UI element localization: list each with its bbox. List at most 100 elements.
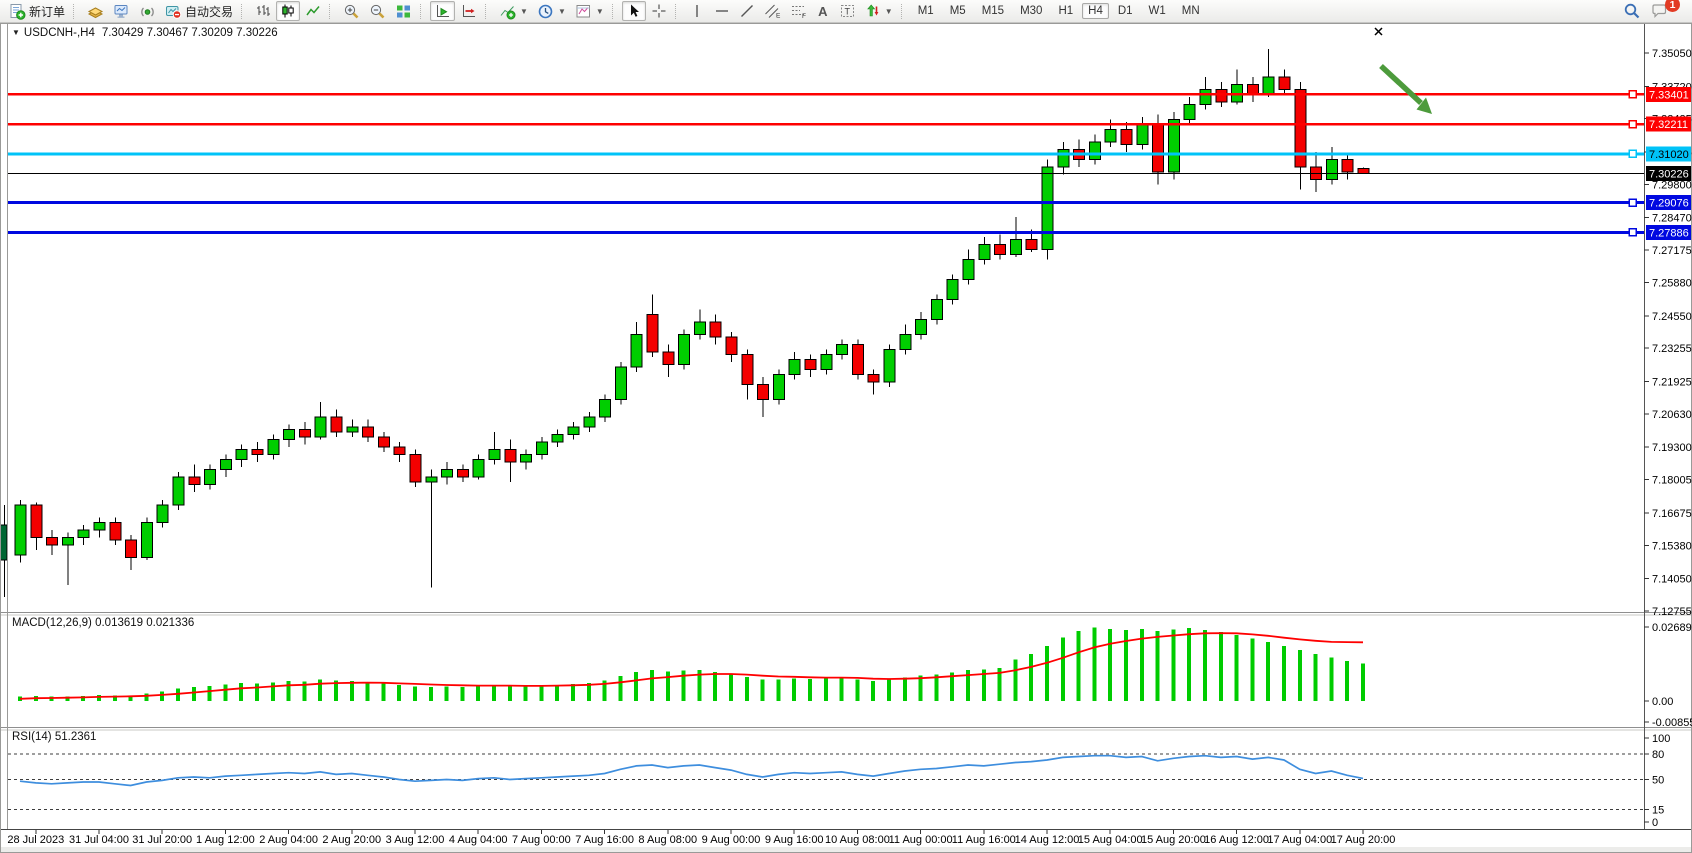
text-tool-icon[interactable]: A [818,3,828,19]
svg-text:15: 15 [1652,804,1664,816]
search-icon[interactable] [1619,1,1645,21]
svg-text:-0.008557: -0.008557 [1652,717,1692,729]
crosshair-tool-icon[interactable] [647,1,671,21]
auto-trading-icon [166,5,182,19]
macd-value: 0.013619 [95,617,144,629]
svg-text:7 Aug 16:00: 7 Aug 16:00 [575,834,634,846]
svg-text:7.21925: 7.21925 [1652,376,1692,388]
svg-text:31 Jul 20:00: 31 Jul 20:00 [132,834,192,846]
svg-text:7.16675: 7.16675 [1652,508,1692,520]
cursor-tool-icon[interactable] [621,1,646,21]
timeframe-h1[interactable]: H1 [1058,5,1074,17]
svg-text:7.29800: 7.29800 [1652,179,1692,191]
timeframe-d1[interactable]: D1 [1117,5,1133,17]
dropdown-caret: ▼ [520,6,528,16]
svg-text:T: T [844,7,850,17]
timeframe-m15[interactable]: M15 [981,5,1005,17]
svg-text:7.35050: 7.35050 [1652,48,1692,60]
templates-icon[interactable]: ▼ [571,1,608,21]
toolbar-separator [420,3,425,19]
macd-indicator-label: MACD(12,26,9) 0.013619 0.021336 [12,617,194,629]
market-watch-icon[interactable] [83,1,108,21]
notifications-chat-icon[interactable]: 1 [1646,0,1680,21]
auto-trading-button[interactable]: 自动交易 [161,1,237,21]
svg-text:50: 50 [1652,775,1664,787]
timeframe-m30[interactable]: M30 [1020,5,1043,17]
periods-icon[interactable]: ▼ [533,1,570,21]
chart-symbol-period: USDCNH-,H4 [23,27,95,39]
svg-text:7.14050: 7.14050 [1652,574,1692,586]
rsi-value: 51.2361 [54,731,97,743]
tile-windows-icon[interactable] [391,1,416,21]
text-label-tool-icon[interactable]: T [835,1,860,21]
svg-text:0.026892: 0.026892 [1652,622,1692,634]
macd-name: MACD(12,26,9) [12,617,92,629]
chart-ohlc-values: 7.30429 7.30467 7.30209 7.30226 [101,27,278,39]
svg-text:7.15380: 7.15380 [1652,540,1692,552]
svg-text:7.18005: 7.18005 [1652,475,1692,487]
svg-text:7.28470: 7.28470 [1652,213,1692,225]
svg-text:17 Aug 20:00: 17 Aug 20:00 [1331,834,1396,846]
svg-text:7.27175: 7.27175 [1652,245,1692,257]
rsi-indicator-label: RSI(14) 51.2361 [12,731,96,743]
dropdown-caret: ▼ [884,6,893,16]
svg-text:7.19300: 7.19300 [1652,442,1692,454]
toolbar-separator [674,3,680,19]
svg-text:14 Aug 12:00: 14 Aug 12:00 [1015,834,1080,846]
svg-text:E: E [776,13,781,20]
svg-text:10 Aug 08:00: 10 Aug 08:00 [825,834,890,846]
indicators-icon[interactable]: ▼ [495,1,532,21]
timeframe-m5[interactable]: M5 [949,5,966,17]
svg-text:F: F [802,13,806,19]
svg-text:7.24550: 7.24550 [1652,311,1692,323]
horizontal-line-tool-icon[interactable] [710,1,734,21]
line-chart-type-icon[interactable] [301,1,325,21]
svg-text:11 Aug 00:00: 11 Aug 00:00 [889,834,953,846]
timeframe-bar: M1 M5 M15 M30 H1 H4 D1 W1 MN [911,3,1207,19]
dropdown-caret: ▼ [557,6,566,16]
dropdown-caret: ▼ [595,6,604,16]
arrows-tool-icon[interactable]: ▼ [861,1,897,21]
equidistant-channel-tool-icon[interactable]: E [760,1,785,21]
bar-chart-type-icon[interactable] [251,1,275,21]
timeframe-m1[interactable]: M1 [917,5,934,17]
signals-icon[interactable] [135,1,160,21]
svg-text:0: 0 [1652,817,1658,829]
new-order-icon [10,3,26,20]
vertical-line-tool-icon[interactable] [685,1,709,21]
svg-text:17 Aug 04:00: 17 Aug 04:00 [1267,834,1332,846]
svg-text:15 Aug 04:00: 15 Aug 04:00 [1078,834,1143,846]
new-order-button[interactable]: 新订单 [5,1,69,21]
trendline-tool-icon[interactable] [735,1,759,21]
svg-text:9 Aug 00:00: 9 Aug 00:00 [702,834,761,846]
svg-text:16 Aug 12:00: 16 Aug 12:00 [1204,834,1269,846]
svg-text:11 Aug 16:00: 11 Aug 16:00 [952,834,1016,846]
svg-text:7.32211: 7.32211 [1649,119,1688,131]
svg-text:80: 80 [1652,749,1664,761]
timeframe-w1[interactable]: W1 [1148,5,1166,17]
toolbar-separator [241,3,246,19]
svg-text:8 Aug 08:00: 8 Aug 08:00 [638,834,697,846]
notification-badge: 1 [1665,0,1680,12]
chart-shift-icon[interactable] [456,1,481,21]
toolbar-separator [73,3,78,19]
zoom-out-icon[interactable] [365,1,390,21]
svg-text:7.23255: 7.23255 [1652,343,1692,355]
rsi-name: RSI(14) [12,731,52,743]
svg-text:2 Aug 04:00: 2 Aug 04:00 [259,834,318,846]
svg-text:7 Aug 00:00: 7 Aug 00:00 [512,834,571,846]
candlestick-chart-type-icon[interactable] [276,1,301,21]
svg-text:7.30226: 7.30226 [1649,169,1689,181]
timeframe-mn[interactable]: MN [1181,5,1200,17]
svg-text:7.33401: 7.33401 [1649,89,1689,101]
timeframe-h4[interactable]: H4 [1082,3,1109,19]
new-order-label: 新订单 [29,4,66,19]
svg-text:28 Jul 2023: 28 Jul 2023 [7,834,64,846]
svg-text:2 Aug 20:00: 2 Aug 20:00 [322,834,381,846]
auto-scroll-icon[interactable] [430,1,456,21]
zoom-in-icon[interactable] [339,1,364,21]
terminal-icon[interactable] [109,1,134,21]
svg-text:7.12755: 7.12755 [1652,606,1692,618]
fibonacci-tool-icon[interactable]: F [786,1,811,21]
